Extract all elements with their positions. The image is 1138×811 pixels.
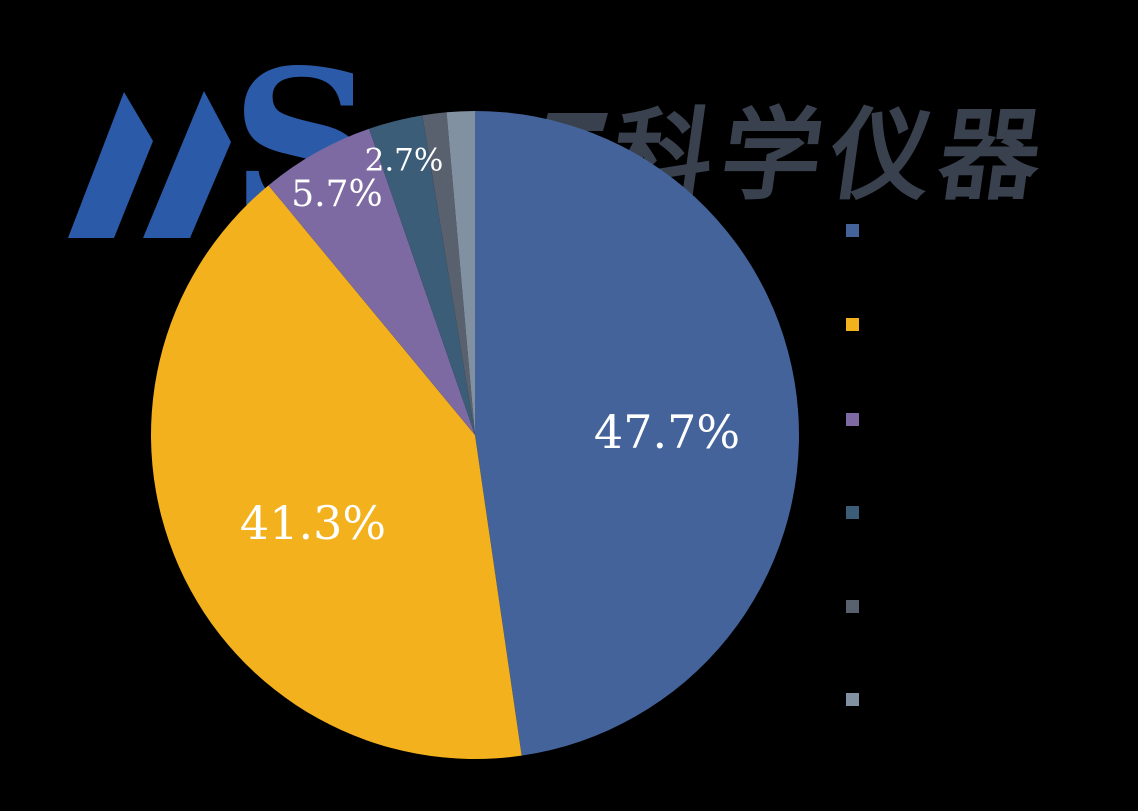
- legend-swatch-1[interactable]: [846, 224, 859, 237]
- legend-swatch-2[interactable]: [846, 318, 859, 331]
- legend-swatch-5[interactable]: [846, 600, 859, 613]
- legend-swatch-3[interactable]: [846, 413, 859, 426]
- legend-swatch-4[interactable]: [846, 506, 859, 519]
- pie-slice-3[interactable]: [268, 128, 475, 435]
- slice-label: 41.3%: [240, 496, 386, 550]
- slice-label: 2.7%: [365, 143, 444, 179]
- slice-label: 47.7%: [594, 405, 740, 459]
- slice-label: 5.7%: [291, 174, 382, 215]
- pie-slice-5[interactable]: [422, 112, 475, 435]
- pie-slice-4[interactable]: [369, 115, 475, 435]
- pie-slice-2[interactable]: [151, 185, 522, 760]
- logo-m-stroke-right: [143, 91, 231, 238]
- legend: [846, 0, 866, 811]
- pie-slice-6[interactable]: [446, 111, 475, 435]
- legend-swatch-6[interactable]: [846, 693, 859, 706]
- logo-m-stroke-left: [68, 92, 153, 238]
- pie-slice-1[interactable]: [475, 111, 800, 756]
